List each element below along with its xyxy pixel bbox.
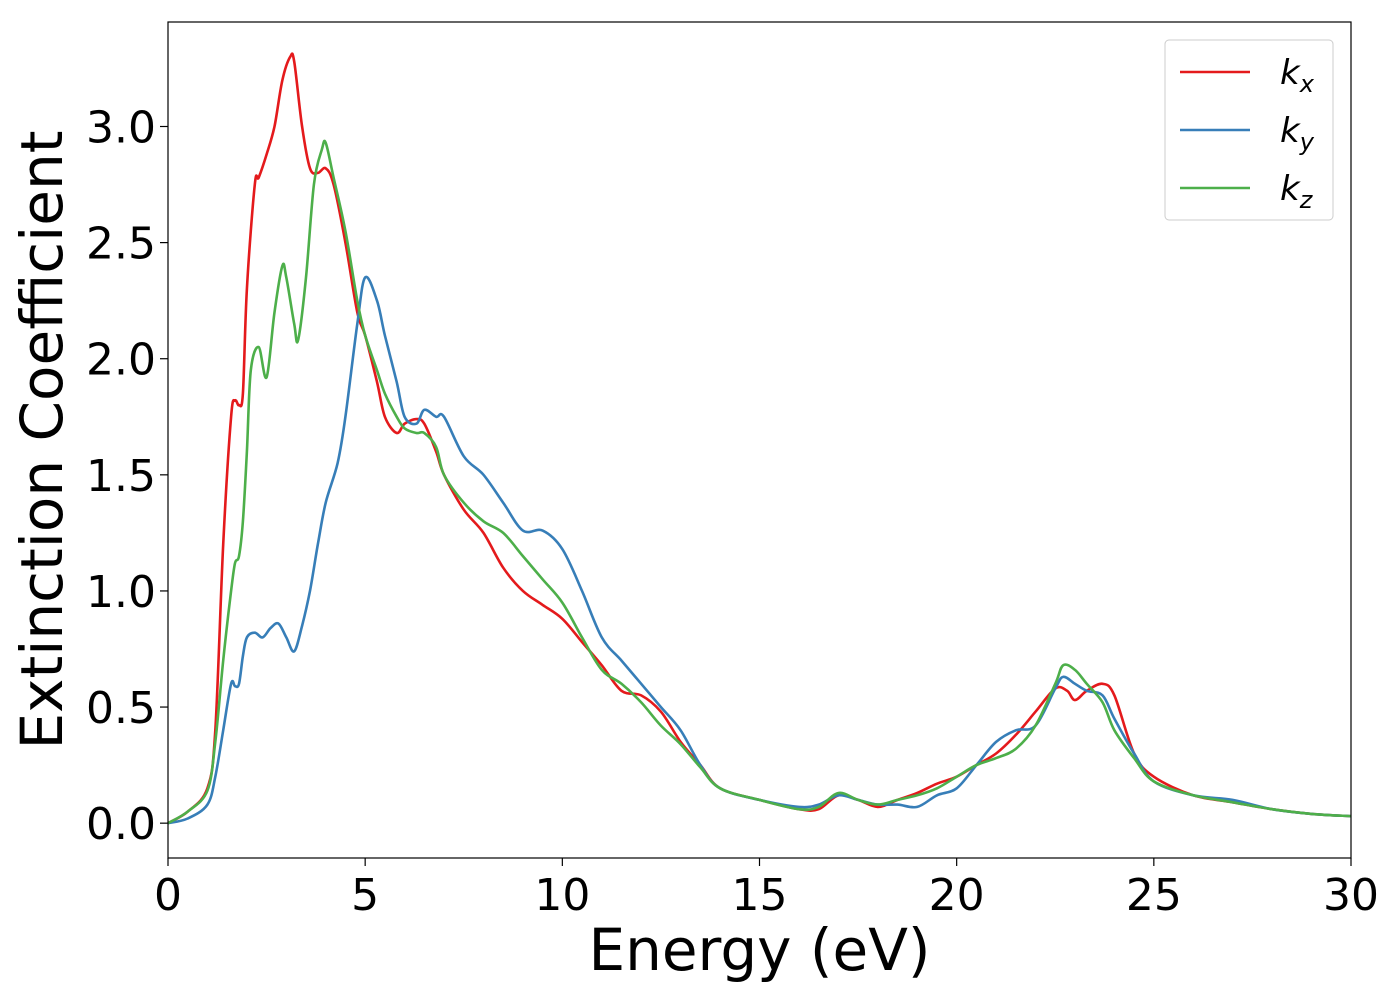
x-tick-label: 0	[154, 870, 182, 921]
plot-background	[168, 22, 1351, 858]
y-tick-label: 2.0	[86, 335, 156, 386]
x-tick-label: 20	[929, 870, 985, 921]
x-axis-label: Energy (eV)	[588, 916, 930, 984]
y-tick-label: 1.0	[86, 567, 156, 618]
y-axis-label: Extinction Coefficient	[8, 131, 76, 750]
x-tick-label: 25	[1126, 870, 1182, 921]
y-tick-label: 3.0	[86, 103, 156, 154]
y-tick-label: 0.5	[86, 683, 156, 734]
x-tick-label: 30	[1323, 870, 1379, 921]
x-tick-label: 10	[534, 870, 590, 921]
legend: kx ky kz	[1164, 39, 1334, 221]
x-tick-label: 15	[732, 870, 788, 921]
x-axis-ticks: 0 5 10 15 20 25 30	[154, 858, 1379, 921]
legend-label-kz: kz	[1280, 169, 1314, 214]
y-tick-label: 1.5	[86, 451, 156, 502]
legend-label-ky: ky	[1280, 111, 1315, 156]
y-tick-label: 0.0	[86, 799, 156, 850]
y-tick-label: 2.5	[86, 219, 156, 270]
x-tick-label: 5	[351, 870, 379, 921]
series-layer	[167, 52, 1352, 825]
series-line-ky	[167, 275, 1352, 825]
legend-label-kx: kx	[1280, 53, 1315, 98]
series-line-kz	[167, 139, 1352, 825]
y-axis-ticks: 0.0 0.5 1.0 1.5 2.0 2.5 3.0	[86, 103, 168, 850]
series-line-kx	[167, 52, 1352, 825]
